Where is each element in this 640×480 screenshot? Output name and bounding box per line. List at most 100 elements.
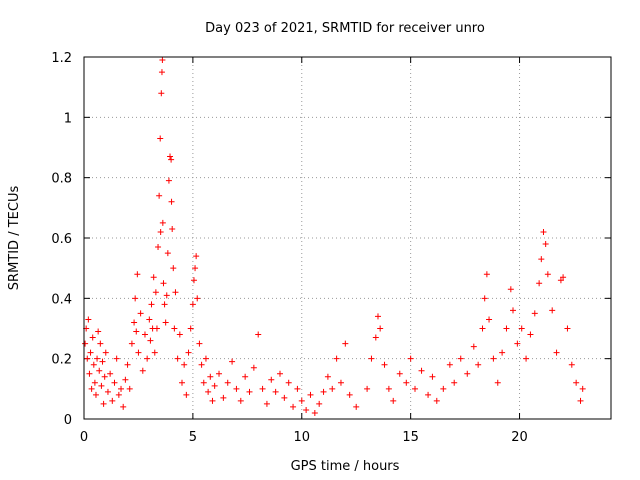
data-point [161, 301, 168, 308]
data-point [440, 385, 447, 392]
data-point [518, 325, 525, 332]
data-point [196, 340, 203, 347]
data-point [259, 385, 266, 392]
data-point [155, 244, 162, 251]
data-point [82, 340, 89, 347]
data-point [104, 388, 111, 395]
data-point [483, 271, 490, 278]
data-point [159, 219, 166, 226]
data-point [237, 397, 244, 404]
data-point [486, 316, 493, 323]
data-point [412, 385, 419, 392]
data-point [131, 319, 138, 326]
data-point [202, 355, 209, 362]
data-point [118, 385, 125, 392]
data-point [479, 325, 486, 332]
data-point [183, 391, 190, 398]
data-point [540, 228, 547, 235]
data-point [102, 349, 109, 356]
data-point [457, 355, 464, 362]
data-point [531, 310, 538, 317]
data-point [381, 361, 388, 368]
data-point [433, 397, 440, 404]
data-point [346, 391, 353, 398]
data-point [316, 400, 323, 407]
data-point [153, 325, 160, 332]
data-point [285, 379, 292, 386]
data-point [174, 355, 181, 362]
data-point [189, 301, 196, 308]
data-point [176, 331, 183, 338]
data-point [157, 228, 164, 235]
data-point [470, 343, 477, 350]
data-point [553, 349, 560, 356]
data-point [329, 385, 336, 392]
data-point [507, 286, 514, 293]
data-point [464, 370, 471, 377]
data-point [377, 325, 384, 332]
data-point [139, 367, 146, 374]
x-tick-label: 5 [189, 430, 197, 445]
data-point [294, 385, 301, 392]
data-point [84, 355, 91, 362]
data-point [141, 331, 148, 338]
data-point [425, 391, 432, 398]
data-point [89, 334, 96, 341]
data-point [133, 328, 140, 335]
data-point [134, 271, 141, 278]
data-point [475, 361, 482, 368]
data-point [490, 355, 497, 362]
data-point [122, 376, 129, 383]
data-point [233, 385, 240, 392]
data-point [311, 409, 318, 416]
data-point [298, 397, 305, 404]
data-point [368, 355, 375, 362]
data-point [579, 385, 586, 392]
grid [84, 57, 611, 419]
data-point [157, 135, 164, 142]
data-point [101, 373, 108, 380]
x-tick-label: 20 [511, 430, 528, 445]
data-point [209, 397, 216, 404]
data-point [87, 349, 94, 356]
data-point [263, 400, 270, 407]
data-point [192, 265, 199, 272]
data-point [171, 325, 178, 332]
data-point [198, 361, 205, 368]
data-point [96, 367, 103, 374]
data-point [250, 364, 257, 371]
data-point [523, 355, 530, 362]
data-point [146, 316, 153, 323]
data-point [185, 349, 192, 356]
data-point [242, 373, 249, 380]
data-point [151, 349, 158, 356]
data-point [342, 340, 349, 347]
data-point [564, 325, 571, 332]
data-point [194, 295, 201, 302]
data-point [216, 370, 223, 377]
data-point [568, 361, 575, 368]
x-tick-label: 0 [80, 430, 88, 445]
data-point [144, 355, 151, 362]
y-tick-label: 0.8 [51, 172, 72, 187]
data-point [168, 198, 175, 205]
data-point [510, 307, 517, 314]
data-point [229, 358, 236, 365]
data-point [224, 379, 231, 386]
data-point [178, 379, 185, 386]
data-point [88, 385, 95, 392]
data-point [514, 340, 521, 347]
data-point [527, 331, 534, 338]
data-point [187, 325, 194, 332]
data-point [107, 370, 114, 377]
data-point [167, 153, 174, 160]
data-point [255, 331, 262, 338]
data-point [560, 274, 567, 281]
data-point [168, 156, 175, 163]
data-point [172, 289, 179, 296]
data-point [135, 349, 142, 356]
data-point [190, 277, 197, 284]
data-point [170, 265, 177, 272]
data-point [100, 400, 107, 407]
